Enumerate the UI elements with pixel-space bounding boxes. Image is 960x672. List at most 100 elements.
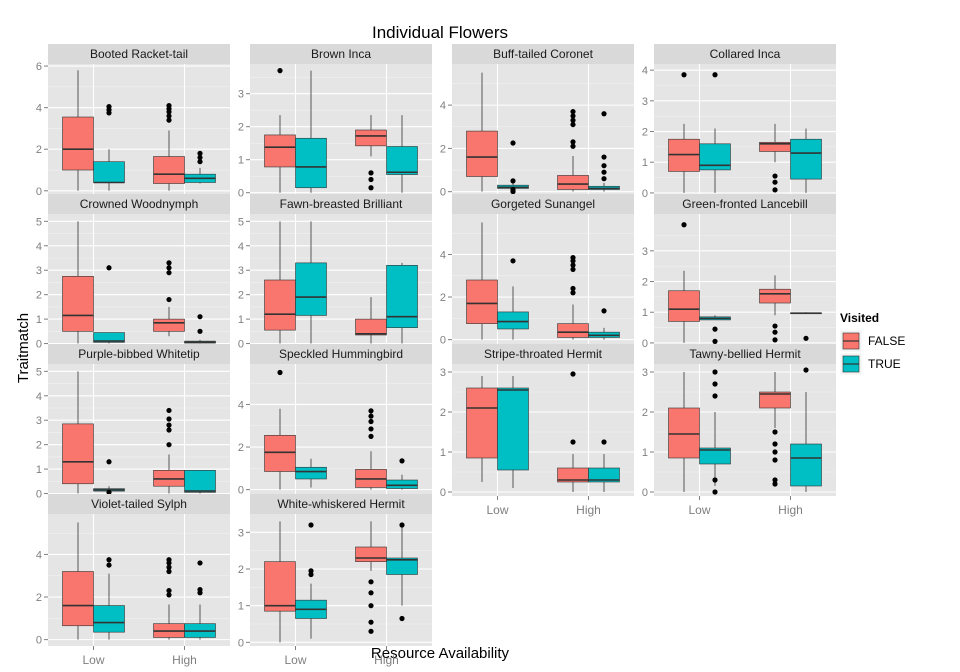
outlier-point [712,72,718,78]
outlier-point [772,477,778,483]
box-low-true [699,315,731,344]
panel-brown-inca: Brown Inca0123LowHigh [238,44,432,217]
y-tick-label: 0 [642,338,648,350]
outlier-point [601,169,607,175]
box-low-false [264,68,296,193]
outlier-point [308,571,314,578]
box-high-true [588,308,620,340]
box-low-true [699,72,731,193]
panel-speckled-hummingbird: Speckled Hummingbird024LowHigh [238,344,432,517]
box-body [759,391,791,409]
facet-label: White-whiskered Hermit [277,497,405,511]
y-tick-label: 3 [642,367,648,379]
box-low-false [668,222,700,343]
outlier-point [570,109,576,115]
box-body [93,605,125,633]
box-body [355,129,387,147]
y-tick-label: 0 [642,188,648,200]
y-tick-label: 5 [36,216,42,228]
box-low-true [295,522,327,639]
outlier-point [197,314,203,320]
box-low-true [497,376,529,488]
facet-strip [654,344,836,364]
box-low-false [264,521,296,643]
box-high-true [184,314,216,344]
y-tick-label: 2 [36,144,42,156]
y-tick-label: 3 [36,415,42,427]
outlier-point [368,170,374,176]
outlier-point [368,185,374,191]
outlier-point [772,329,778,335]
box-high-true [184,470,216,494]
outlier-point [510,178,516,184]
y-tick-label: 2 [642,277,648,289]
y-tick-label: 3 [642,96,648,108]
y-tick-label: 4 [440,249,446,261]
box-body [62,423,94,485]
y-tick-label: 2 [440,143,446,155]
outlier-point [166,564,172,570]
y-tick-label: 2 [642,407,648,419]
box-high-false [759,123,791,193]
legend-label: TRUE [868,357,901,371]
box-low-true [699,369,731,495]
y-tick-label: 2 [440,407,446,419]
outlier-point [277,369,283,376]
x-tick-label: Low [82,653,104,667]
outlier-point [166,442,172,448]
outlier-point [166,422,172,428]
box-body [466,279,498,324]
box-low-true [93,265,125,344]
box-high-false [759,372,791,487]
y-tick-label: 1 [36,464,42,476]
y-tick-label: 0 [238,637,244,649]
outlier-point [368,408,374,414]
outlier-point [570,285,576,292]
box-low-true [93,557,125,640]
panel-stripe-throated-hermit: Stripe-throated Hermit 0 1 2 3 Low High [440,344,634,517]
facet-label: Crowned Woodnymph [80,197,199,211]
box-high-true [386,262,418,344]
outlier-point [106,562,112,568]
outlier-point [308,522,314,528]
y-tick-label: 4 [238,241,244,253]
panel-violet-tailed-sylph: Violet-tailed Sylph 0 2 4 Low High [36,494,230,667]
outlier-point [570,113,576,119]
panel-background [250,364,432,496]
outlier-point [681,222,687,228]
outlier-point [570,121,576,128]
outlier-point [166,260,172,266]
y-tick-label: 2 [440,292,446,304]
y-tick-label: 2 [238,564,244,576]
y-tick-label: 3 [440,367,446,379]
y-tick-label: 0 [440,187,446,199]
outlier-point [772,457,778,463]
outlier-point [166,117,172,123]
box-high-true [184,560,216,640]
box-high-true [386,522,418,622]
legend-label: FALSE [868,334,905,348]
outlier-point [570,290,576,296]
legend-item-true: TRUE [839,352,901,376]
box-high-false [153,260,185,337]
facet-strip [654,194,836,214]
y-tick-label: 2 [36,290,42,302]
outlier-point [106,104,112,110]
y-tick-label: 3 [238,527,244,539]
facet-strip [452,194,634,214]
outlier-point [308,568,314,574]
y-tick-label: 1 [440,447,446,459]
outlier-point [712,477,718,483]
facet-strip [250,494,432,514]
box-low-false [62,221,94,344]
y-tick-label: 3 [238,265,244,277]
box-body [295,137,327,189]
facet-label: Tawny-bellied Hermit [689,347,801,361]
y-tick-label: 1 [238,601,244,613]
x-tick-label: High [374,653,399,667]
outlier-point [368,590,374,596]
box-low-false [466,376,498,482]
box-body [557,175,589,190]
outlier-point [166,102,172,109]
